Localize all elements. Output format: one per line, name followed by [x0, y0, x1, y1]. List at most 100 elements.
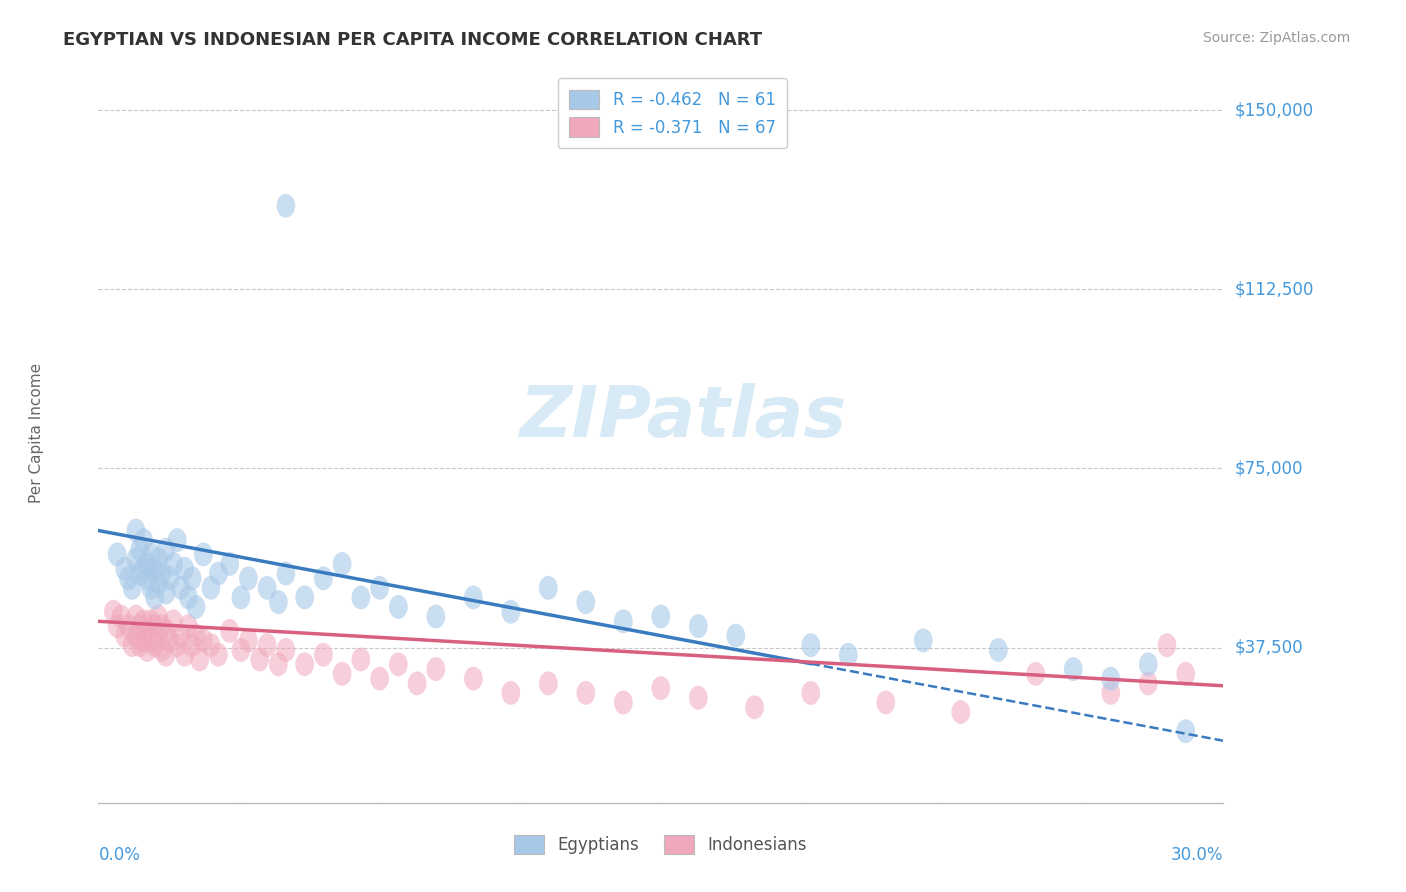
Ellipse shape — [651, 605, 671, 629]
Ellipse shape — [538, 576, 558, 599]
Ellipse shape — [127, 624, 145, 648]
Text: $150,000: $150,000 — [1234, 101, 1313, 120]
Ellipse shape — [165, 552, 183, 576]
Ellipse shape — [134, 629, 153, 652]
Ellipse shape — [221, 552, 239, 576]
Ellipse shape — [1157, 633, 1177, 657]
Ellipse shape — [370, 666, 389, 690]
Ellipse shape — [277, 194, 295, 218]
Ellipse shape — [745, 696, 763, 719]
Ellipse shape — [689, 614, 707, 638]
Ellipse shape — [160, 566, 179, 591]
Ellipse shape — [277, 638, 295, 662]
Ellipse shape — [689, 686, 707, 710]
Ellipse shape — [104, 599, 122, 624]
Ellipse shape — [120, 614, 138, 638]
Ellipse shape — [389, 652, 408, 676]
Ellipse shape — [156, 643, 176, 666]
Ellipse shape — [115, 557, 134, 581]
Ellipse shape — [190, 648, 209, 672]
Ellipse shape — [209, 562, 228, 585]
Ellipse shape — [183, 566, 201, 591]
Text: 0.0%: 0.0% — [98, 846, 141, 863]
Ellipse shape — [502, 599, 520, 624]
Ellipse shape — [333, 552, 352, 576]
Ellipse shape — [209, 643, 228, 666]
Ellipse shape — [232, 585, 250, 609]
Ellipse shape — [145, 557, 165, 581]
Ellipse shape — [1101, 681, 1121, 705]
Ellipse shape — [651, 676, 671, 700]
Ellipse shape — [145, 614, 165, 638]
Ellipse shape — [179, 614, 198, 638]
Ellipse shape — [1139, 652, 1157, 676]
Ellipse shape — [269, 652, 288, 676]
Ellipse shape — [801, 681, 820, 705]
Ellipse shape — [138, 638, 156, 662]
Ellipse shape — [127, 605, 145, 629]
Ellipse shape — [201, 633, 221, 657]
Ellipse shape — [127, 548, 145, 571]
Ellipse shape — [952, 700, 970, 724]
Ellipse shape — [250, 648, 269, 672]
Ellipse shape — [167, 633, 187, 657]
Ellipse shape — [172, 624, 190, 648]
Ellipse shape — [167, 528, 187, 552]
Ellipse shape — [502, 681, 520, 705]
Ellipse shape — [538, 672, 558, 696]
Text: $37,500: $37,500 — [1234, 639, 1303, 657]
Ellipse shape — [389, 595, 408, 619]
Ellipse shape — [295, 585, 314, 609]
Ellipse shape — [426, 657, 446, 681]
Ellipse shape — [156, 619, 176, 643]
Ellipse shape — [257, 576, 277, 599]
Text: Per Capita Income: Per Capita Income — [30, 362, 44, 503]
Ellipse shape — [122, 576, 142, 599]
Ellipse shape — [153, 614, 172, 638]
Ellipse shape — [108, 614, 127, 638]
Ellipse shape — [232, 638, 250, 662]
Ellipse shape — [1139, 672, 1157, 696]
Ellipse shape — [352, 648, 370, 672]
Text: 30.0%: 30.0% — [1171, 846, 1223, 863]
Ellipse shape — [333, 662, 352, 686]
Ellipse shape — [187, 624, 205, 648]
Ellipse shape — [138, 566, 156, 591]
Ellipse shape — [426, 605, 446, 629]
Ellipse shape — [172, 576, 190, 599]
Ellipse shape — [614, 690, 633, 714]
Ellipse shape — [134, 528, 153, 552]
Ellipse shape — [269, 591, 288, 614]
Ellipse shape — [1177, 719, 1195, 743]
Ellipse shape — [131, 562, 149, 585]
Ellipse shape — [142, 609, 160, 633]
Ellipse shape — [314, 643, 333, 666]
Ellipse shape — [1026, 662, 1045, 686]
Ellipse shape — [201, 576, 221, 599]
Ellipse shape — [239, 566, 257, 591]
Ellipse shape — [145, 633, 165, 657]
Ellipse shape — [314, 566, 333, 591]
Ellipse shape — [165, 609, 183, 633]
Ellipse shape — [464, 666, 482, 690]
Ellipse shape — [156, 581, 176, 605]
Ellipse shape — [115, 624, 134, 648]
Ellipse shape — [131, 633, 149, 657]
Text: EGYPTIAN VS INDONESIAN PER CAPITA INCOME CORRELATION CHART: EGYPTIAN VS INDONESIAN PER CAPITA INCOME… — [63, 31, 762, 49]
Ellipse shape — [914, 629, 932, 652]
Ellipse shape — [131, 614, 149, 638]
Text: $75,000: $75,000 — [1234, 459, 1303, 477]
Ellipse shape — [149, 548, 167, 571]
Ellipse shape — [221, 619, 239, 643]
Ellipse shape — [257, 633, 277, 657]
Ellipse shape — [1177, 662, 1195, 686]
Ellipse shape — [108, 542, 127, 566]
Ellipse shape — [142, 629, 160, 652]
Ellipse shape — [176, 557, 194, 581]
Ellipse shape — [988, 638, 1008, 662]
Ellipse shape — [239, 629, 257, 652]
Ellipse shape — [134, 609, 153, 633]
Ellipse shape — [727, 624, 745, 648]
Ellipse shape — [370, 576, 389, 599]
Ellipse shape — [156, 538, 176, 562]
